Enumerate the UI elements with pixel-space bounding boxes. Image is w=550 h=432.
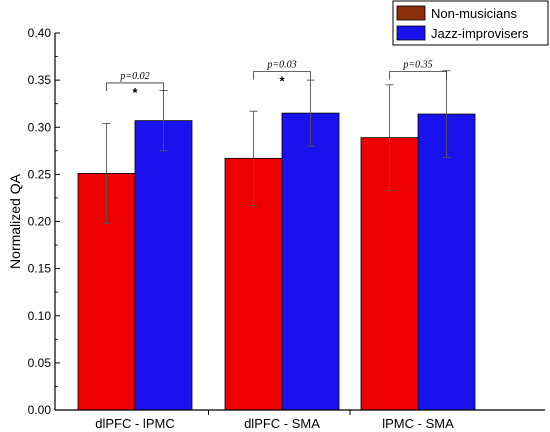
- legend-label: Jazz-improvisers: [431, 26, 529, 41]
- bar-jazz-improvisers-0: [134, 120, 193, 411]
- plot-area: p=0.02 * p=0.03 * p=0.35: [77, 60, 476, 411]
- y-tick-label: 0.05: [28, 356, 52, 370]
- significance-bracket-1: [253, 71, 311, 80]
- p-value-label: p=0.35: [402, 60, 432, 71]
- y-tick-label: 0.20: [28, 215, 52, 229]
- significance-bracket-0: [106, 82, 164, 91]
- x-category-label: dlPFC - SMA: [244, 416, 320, 431]
- x-category-label: dlPFC - lPMC: [95, 416, 174, 431]
- bar-jazz-improvisers-1: [281, 112, 340, 411]
- y-tick-label: 0.25: [28, 167, 52, 181]
- axes: 0.00 0.05 0.10 0.15 0.20 0.25 0.30 0.35 0.40 dlPF…: [7, 26, 545, 431]
- bar-jazz-improvisers-2: [417, 113, 476, 411]
- y-tick-label: 0.15: [28, 262, 52, 276]
- p-value-label: p=0.02: [119, 71, 149, 82]
- x-category-label: lPMC - SMA: [382, 416, 454, 431]
- significance-bracket-2: [389, 71, 447, 80]
- y-tick-label: 0.10: [28, 309, 52, 323]
- significance-star: *: [279, 74, 285, 89]
- y-axis-label: Normalized QA: [7, 173, 23, 269]
- legend: Non-musicians Jazz-improvisers: [392, 0, 549, 46]
- y-tick-label: 0.40: [28, 26, 52, 40]
- legend-label: Non-musicians: [431, 6, 517, 21]
- y-tick-label: 0.35: [28, 73, 52, 87]
- p-value-label: p=0.03: [266, 60, 296, 71]
- legend-swatch-1: [396, 25, 426, 41]
- legend-swatch-0: [396, 5, 426, 21]
- significance-star: *: [132, 85, 138, 100]
- y-tick-label: 0.00: [28, 403, 52, 417]
- y-tick-label: 0.30: [28, 120, 52, 134]
